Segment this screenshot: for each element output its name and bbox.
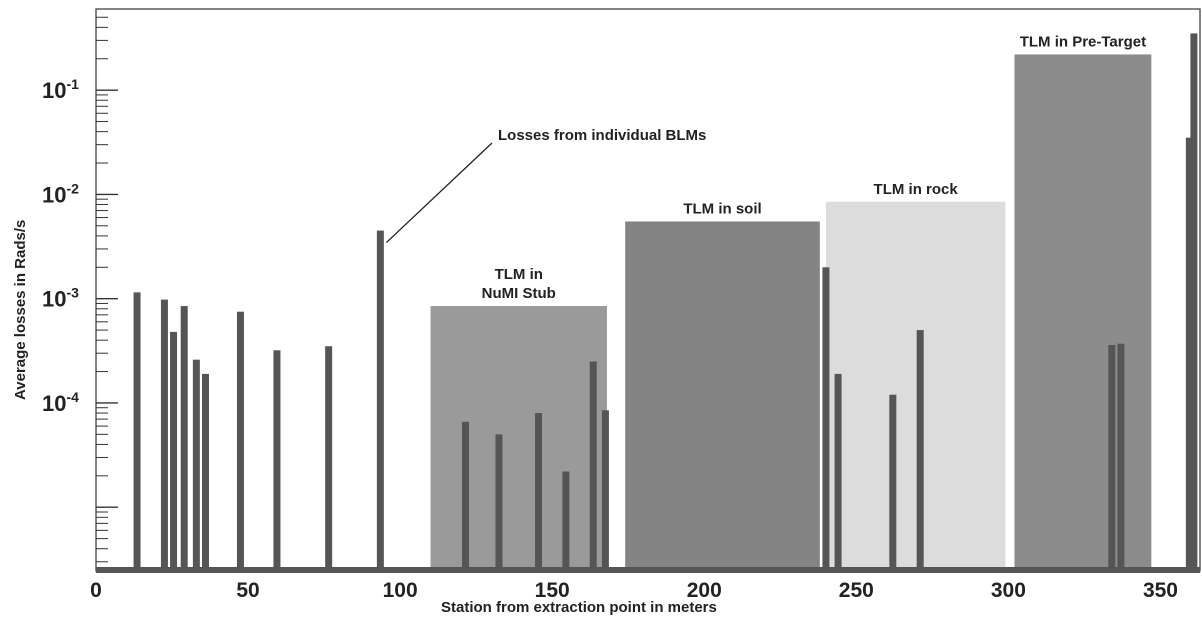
blm-bar-0 xyxy=(133,292,141,570)
tlm-regions xyxy=(430,54,1152,571)
blm-bar-17 xyxy=(834,373,842,570)
region-label-2: TLM in rock xyxy=(874,181,959,198)
x-tick-label-250: 250 xyxy=(839,579,874,602)
region-1 xyxy=(625,221,820,571)
region-label-0: TLM in xyxy=(495,266,543,283)
x-tick-label-200: 200 xyxy=(687,579,722,602)
region-label-1: TLM in soil xyxy=(683,200,761,217)
blm-bars xyxy=(133,33,1198,571)
region-label-0: NuMI Stub xyxy=(482,285,556,302)
x-tick-label-300: 300 xyxy=(991,579,1026,602)
blm-bar-23 xyxy=(1190,33,1198,571)
x-tick-label-50: 50 xyxy=(236,579,259,602)
x-axis-baseline xyxy=(96,567,1200,573)
y-axis-title: Average losses in Rads/s xyxy=(12,220,29,400)
blm-bar-22 xyxy=(1185,137,1193,571)
x-tick-label-100: 100 xyxy=(383,579,418,602)
blm-bar-11 xyxy=(495,434,503,570)
blm-bar-18 xyxy=(889,394,897,570)
blm-bar-6 xyxy=(236,311,244,570)
blm-bar-12 xyxy=(535,413,543,570)
blm-bar-4 xyxy=(192,359,200,570)
y-tick-label: 10-4 xyxy=(42,389,79,416)
region-0 xyxy=(430,306,607,570)
region-labels: TLM in NuMI Stub TLM in soil TLM in rock TLM… xyxy=(482,33,1146,302)
y-minor-ticks xyxy=(96,16,118,563)
x-tick-label-150: 150 xyxy=(535,579,570,602)
blm-bar-16 xyxy=(822,267,830,570)
blm-bar-19 xyxy=(916,330,924,570)
x-tick-label-0: 0 xyxy=(90,579,102,602)
x-axis-title: Station from extraction point in meters xyxy=(441,599,717,616)
blm-bar-10 xyxy=(462,421,470,570)
region-3 xyxy=(1014,54,1152,571)
annotation-leader-line xyxy=(385,142,493,244)
blm-bar-14 xyxy=(589,361,597,570)
blm-bar-1 xyxy=(160,299,168,570)
region-label-3: TLM in Pre-Target xyxy=(1020,33,1146,50)
blm-bar-20 xyxy=(1108,344,1116,570)
blm-bar-15 xyxy=(601,410,609,570)
blm-bar-8 xyxy=(325,346,333,570)
y-tick-label: 10-2 xyxy=(42,180,79,207)
x-tick-label-350: 350 xyxy=(1143,579,1178,602)
y-tick-label: 10-1 xyxy=(42,76,79,103)
blm-bar-21 xyxy=(1117,343,1125,570)
blm-bar-9 xyxy=(376,230,384,570)
blm-bar-7 xyxy=(273,350,281,570)
region-2 xyxy=(825,201,1006,570)
y-tick-labels: 10-4 10-3 10-2 10-1 xyxy=(42,76,79,416)
blm-bar-13 xyxy=(562,471,570,570)
x-tick-labels: 0 50 100 150 200 250 300 350 xyxy=(90,579,1178,602)
blm-bar-2 xyxy=(170,331,178,570)
y-tick-label: 10-3 xyxy=(42,285,79,312)
annotation-blm-label: Losses from individual BLMs xyxy=(498,127,706,144)
blm-bar-3 xyxy=(180,306,188,570)
blm-bar-5 xyxy=(201,373,209,570)
